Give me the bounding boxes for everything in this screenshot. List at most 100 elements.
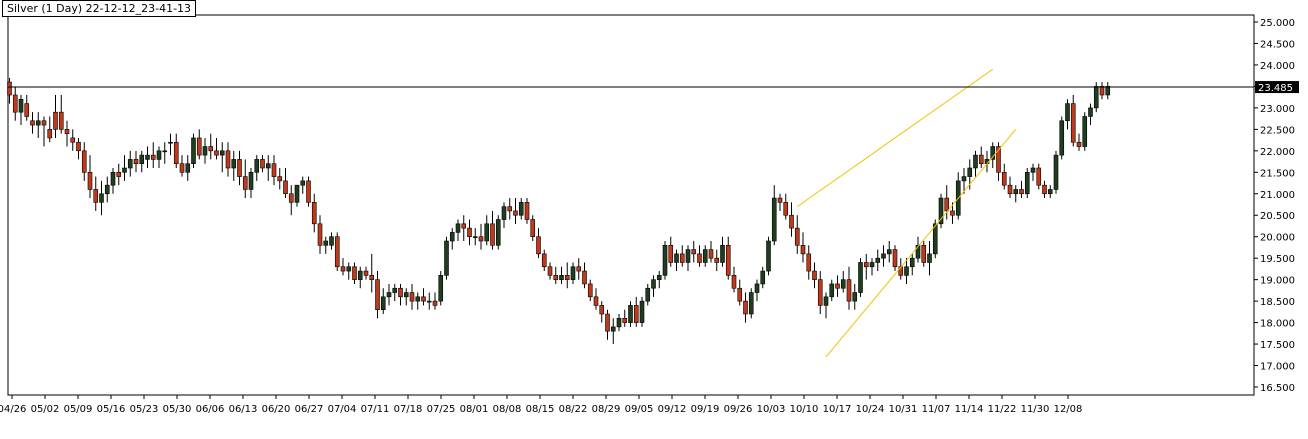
- candle-up: [1088, 107, 1093, 117]
- candle-up: [484, 223, 490, 242]
- candle-down: [587, 283, 593, 298]
- candle-up: [501, 206, 507, 220]
- candle-up: [645, 287, 651, 302]
- x-tick-label: 11/07: [922, 404, 951, 415]
- candle-up: [881, 253, 886, 259]
- y-tick-label: 21.500: [1260, 168, 1295, 179]
- candle-down: [863, 262, 869, 268]
- candle-up: [656, 275, 662, 280]
- current-price-label: 23.485: [1258, 83, 1293, 94]
- candle-up: [570, 266, 576, 280]
- candle-down: [553, 275, 559, 280]
- candle-up: [651, 279, 656, 289]
- candle-down: [196, 137, 202, 156]
- x-tick-label: 11/22: [988, 404, 1017, 415]
- candle-up: [771, 197, 777, 242]
- x-tick-label: 10/24: [856, 404, 885, 415]
- candle-up: [616, 317, 622, 328]
- candle-down: [599, 305, 605, 315]
- candle-down: [789, 214, 794, 229]
- candle-down: [800, 244, 806, 255]
- candle-down: [369, 275, 375, 280]
- candle-down: [507, 206, 513, 212]
- candle-up: [674, 253, 679, 263]
- y-tick-label: 16.500: [1260, 383, 1295, 394]
- y-tick-label: 25.000: [1260, 18, 1295, 29]
- y-tick-label: 22.000: [1260, 147, 1295, 158]
- candle-down: [679, 253, 685, 263]
- candle-up: [231, 159, 237, 169]
- candle-down: [81, 150, 87, 173]
- candle-down: [731, 275, 737, 289]
- candle-down: [593, 296, 599, 306]
- candle-up: [248, 171, 254, 190]
- x-tick-label: 05/02: [31, 404, 60, 415]
- x-tick-label: 05/30: [163, 404, 192, 415]
- x-tick-label: 11/14: [955, 404, 984, 415]
- candle-up: [438, 275, 444, 302]
- x-tick-label: 07/25: [427, 404, 456, 415]
- x-tick-label: 05/23: [130, 404, 159, 415]
- candle-down: [93, 189, 99, 203]
- current-price-box: [1255, 81, 1299, 94]
- candle-up: [426, 300, 432, 303]
- candle-up: [265, 163, 271, 169]
- x-tick-label: 09/05: [625, 404, 654, 415]
- x-tick-label: 06/06: [196, 404, 225, 415]
- candle-down: [547, 266, 553, 276]
- candle-up: [1082, 116, 1088, 147]
- y-tick-label: 17.500: [1260, 340, 1295, 351]
- candle-up: [1105, 86, 1111, 96]
- candle-up: [840, 279, 846, 289]
- candle-down: [277, 176, 283, 182]
- x-tick-label: 09/12: [658, 404, 687, 415]
- candle-up: [1013, 189, 1019, 195]
- candle-down: [1007, 184, 1013, 195]
- candle-up: [1024, 171, 1030, 195]
- candle-up: [639, 300, 645, 323]
- candle-down: [421, 296, 426, 302]
- candle-up: [904, 266, 909, 276]
- candle-down: [478, 236, 484, 242]
- candle-up: [35, 120, 41, 126]
- y-tick-label: 23.000: [1260, 104, 1295, 115]
- candle-up: [932, 223, 938, 255]
- candle-down: [47, 129, 53, 139]
- candle-down: [461, 223, 467, 229]
- candle-down: [490, 223, 495, 246]
- candle-up: [1093, 86, 1099, 109]
- candle-down: [306, 180, 311, 203]
- candle-up: [392, 287, 398, 293]
- candle-up: [329, 236, 334, 246]
- candle-up: [323, 240, 329, 246]
- candle-up: [1065, 103, 1070, 122]
- candle-down: [334, 236, 340, 268]
- candle-up: [202, 146, 208, 156]
- y-tick-label: 22.500: [1260, 125, 1295, 136]
- candle-down: [271, 163, 277, 177]
- candle-down: [41, 120, 47, 126]
- candle-down: [996, 146, 1001, 173]
- candle-down: [340, 266, 346, 272]
- x-tick-label: 07/11: [361, 404, 390, 415]
- candle-up: [748, 292, 754, 315]
- x-tick-label: 08/08: [493, 404, 522, 415]
- candle-down: [1070, 103, 1076, 143]
- y-tick-label: 24.500: [1260, 39, 1295, 50]
- candle-down: [7, 81, 12, 96]
- candle-down: [409, 292, 415, 302]
- candle-down: [530, 219, 536, 238]
- candle-down: [777, 197, 783, 203]
- x-tick-label: 07/04: [328, 404, 357, 415]
- candle-down: [978, 154, 984, 165]
- candle-up: [294, 184, 300, 203]
- candle-up: [518, 202, 524, 216]
- candle-up: [254, 159, 260, 173]
- candle-down: [150, 154, 156, 160]
- candle-up: [915, 244, 921, 259]
- candle-down: [564, 275, 570, 280]
- candle-down: [524, 202, 530, 220]
- candle-up: [139, 154, 145, 165]
- candle-up: [145, 154, 150, 160]
